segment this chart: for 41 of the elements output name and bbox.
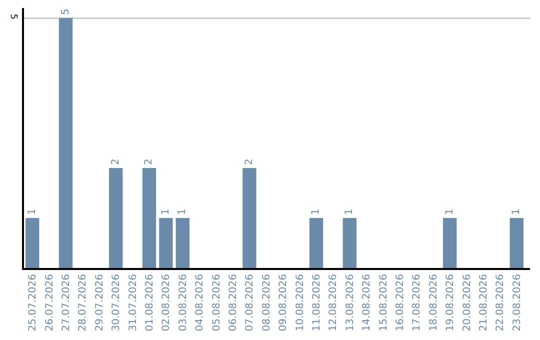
- x-tick-label: 08.08.2026: [261, 274, 272, 332]
- data-label: 1: [26, 208, 38, 215]
- data-label: 1: [310, 208, 322, 215]
- data-label: 1: [444, 208, 456, 215]
- x-tick-label: 01.08.2026: [144, 274, 156, 332]
- x-tick-label: 14.08.2026: [362, 274, 373, 332]
- data-label: 2: [144, 158, 155, 165]
- x-tick-label: 02.08.2026: [161, 274, 172, 332]
- data-label: 5: [60, 8, 72, 15]
- x-tick-label: 15.08.2026: [378, 274, 390, 332]
- data-label: 1: [511, 208, 522, 215]
- x-tick-label: 25.07.2026: [28, 274, 39, 332]
- x-tick-label: 12.08.2026: [328, 274, 340, 332]
- x-tick-label: 21.08.2026: [478, 274, 490, 332]
- x-tick-label: 23.08.2026: [512, 274, 523, 332]
- data-label: 1: [344, 208, 356, 215]
- x-tick-label: 03.08.2026: [178, 274, 189, 332]
- x-tick-label: 26.07.2026: [44, 274, 56, 332]
- x-tick-label: 19.08.2026: [445, 274, 456, 332]
- x-tick-label: 04.08.2026: [194, 274, 206, 332]
- x-tick-label: 17.08.2026: [412, 274, 423, 332]
- x-tick-label: 05.08.2026: [211, 274, 222, 332]
- x-tick-label: 30.07.2026: [111, 274, 122, 332]
- data-label: 1: [177, 208, 188, 215]
- x-tick-label: 29.07.2026: [94, 274, 106, 332]
- x-tick-label: 27.07.2026: [61, 274, 72, 332]
- x-tick-label: 10.08.2026: [294, 274, 306, 332]
- x-tick-label: 31.07.2026: [128, 274, 139, 332]
- x-tick-label: 06.08.2026: [228, 274, 239, 332]
- x-tick-label: 13.08.2026: [344, 274, 356, 332]
- x-tick-label: 22.08.2026: [495, 274, 506, 332]
- x-tick-label: 20.08.2026: [462, 274, 473, 332]
- data-label: 2: [110, 158, 122, 165]
- x-tick-label: 28.07.2026: [78, 274, 89, 332]
- x-tick-label: 18.08.2026: [428, 274, 440, 332]
- data-label: 2: [244, 158, 255, 165]
- x-tick-label: 07.08.2026: [244, 274, 256, 332]
- data-label: 1: [160, 208, 172, 215]
- x-tick-label: 09.08.2026: [278, 274, 290, 332]
- x-tick-label: 16.08.2026: [394, 274, 406, 332]
- x-tick-label: 11.08.2026: [311, 274, 322, 332]
